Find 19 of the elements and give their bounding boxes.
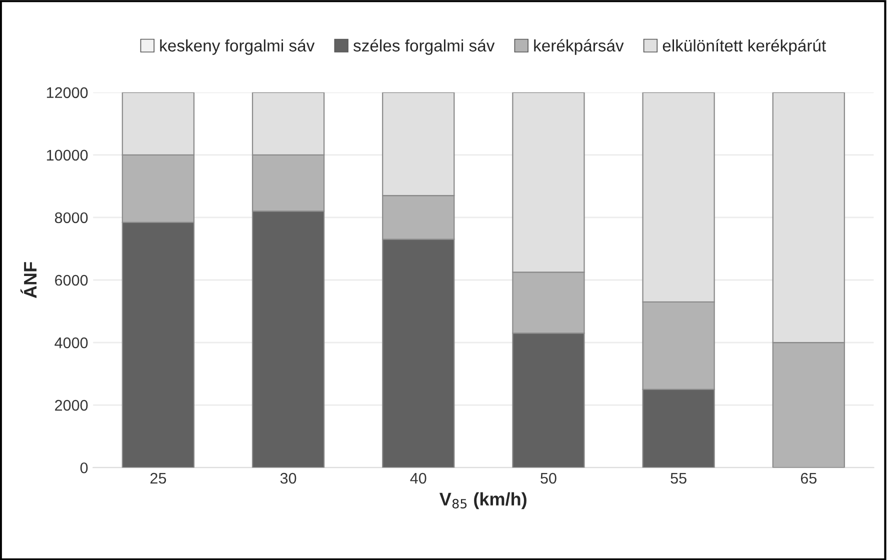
y-tick-label: 10000 — [46, 150, 88, 161]
y-tick-label: 4000 — [54, 337, 88, 348]
x-axis-title: V$_{85}$ (km/h) — [439, 492, 526, 510]
legend-label: széles forgalmi sáv — [353, 39, 495, 55]
y-tick-label: 8000 — [54, 212, 88, 224]
x-tick-label: 50 — [540, 472, 556, 484]
y-tick-label: 2000 — [55, 400, 88, 411]
legend-label: elkülönített kerékpárút — [662, 39, 826, 55]
legend-label: keskeny forgalmi sáv — [160, 39, 315, 55]
x-tick-label: 30 — [280, 472, 296, 484]
y-tick-label: 12000 — [46, 87, 88, 98]
y-axis-title: ÁNF — [20, 262, 36, 298]
x-tick-label: 65 — [800, 472, 817, 484]
y-tick-label: 0 — [80, 462, 88, 474]
y-tick-label: 6000 — [55, 274, 88, 286]
x-tick-label: 25 — [150, 472, 166, 484]
x-tick-label: 55 — [670, 473, 686, 484]
x-tick-label: 40 — [410, 472, 426, 484]
legend-label: kerékpársáv — [534, 39, 624, 55]
